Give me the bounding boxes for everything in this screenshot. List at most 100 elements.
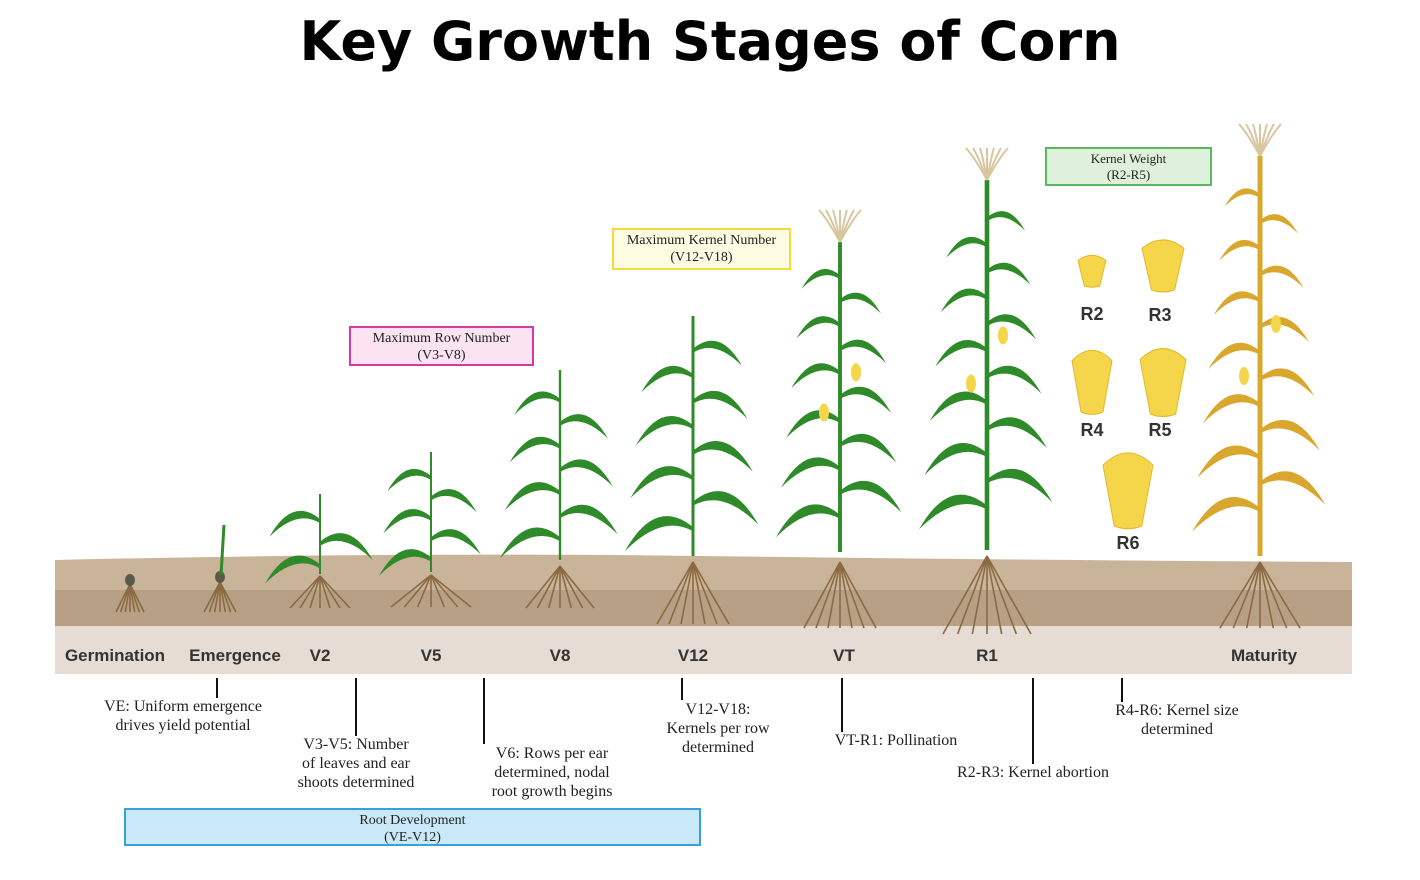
root-strand: [692, 561, 718, 625]
box-kernel-number-line2: (V12-V18): [670, 250, 733, 265]
roots-emergence: [203, 581, 237, 613]
box-maximum-row-number: Maximum Row Number (V3-V8): [349, 326, 534, 366]
corn-leaf: [431, 529, 481, 555]
corn-leaf: [987, 365, 1042, 394]
root-strand: [1232, 561, 1261, 629]
corn-leaf: [693, 441, 753, 472]
root-strand: [525, 565, 561, 609]
box-maximum-kernel-number: Maximum Kernel Number (V12-V18): [612, 228, 791, 270]
corn-leaf: [514, 391, 560, 415]
corn-leaf: [635, 415, 693, 446]
roots-germination: [115, 583, 145, 613]
roots-maturity: [1219, 561, 1301, 629]
box-row-number-line2: (V3-V8): [417, 348, 466, 363]
box-root-development-line2: (VE-V12): [384, 830, 441, 845]
note-v6: V6: Rows per ear determined, nodal root …: [466, 744, 638, 801]
corn-leaf: [987, 211, 1026, 231]
leader-ve: [216, 678, 218, 698]
corn-leaf: [840, 386, 892, 413]
root-strand: [1245, 561, 1261, 629]
root-strand: [986, 555, 1018, 635]
emergence-shoot: [219, 524, 226, 576]
note-v3v5-line1: V3-V5: Number: [303, 736, 409, 753]
corn-leaf: [500, 527, 560, 559]
corn-leaf: [693, 491, 759, 525]
corn-leaf: [987, 262, 1031, 285]
roots-v12: [656, 561, 730, 625]
root-strand: [1259, 561, 1301, 629]
corn-leaf: [781, 457, 840, 488]
corn-leaf: [840, 339, 887, 364]
corn-ear: [851, 363, 861, 382]
corn-leaf: [504, 482, 560, 511]
corn-leaf: [1202, 394, 1260, 424]
kernel-label-r6: R6: [1116, 533, 1140, 553]
stage-label-v5: V5: [420, 646, 442, 665]
note-v6-line1: V6: Rows per ear: [495, 745, 609, 762]
box-kernel-weight-line2: (R2-R5): [1106, 167, 1151, 182]
corn-leaf: [1197, 445, 1260, 478]
root-strand: [430, 574, 446, 608]
leader-v3v5: [355, 678, 357, 736]
root-strand: [319, 575, 351, 609]
corn-leaf: [379, 549, 431, 576]
plant-v8: [500, 370, 618, 560]
root-strand: [403, 574, 432, 608]
note-v12v18: V12-V18: Kernels per row determined: [642, 700, 794, 757]
corn-ear: [1239, 367, 1249, 385]
root-strand: [986, 555, 1003, 635]
corn-leaf: [946, 236, 987, 258]
corn-leaf: [431, 488, 477, 513]
root-strand: [680, 561, 694, 625]
root-strand: [986, 555, 1032, 635]
note-v3v5: V3-V5: Number of leaves and ear shoots d…: [270, 735, 442, 792]
corn-leaf: [840, 480, 902, 513]
root-strand: [416, 574, 432, 608]
plant-vt: [776, 209, 902, 552]
corn-leaf: [560, 414, 608, 439]
corn-leaf: [625, 516, 693, 551]
box-root-development: Root Development (VE-V12): [124, 808, 701, 846]
note-v12v18-line2: Kernels per row: [666, 720, 770, 737]
corn-leaf: [560, 504, 618, 535]
root-strand: [668, 561, 694, 625]
stage-label-germination: Germination: [64, 646, 166, 665]
corn-ear: [1271, 315, 1281, 333]
corn-leaf: [560, 459, 613, 487]
root-strand: [956, 555, 988, 635]
root-strand: [1219, 561, 1261, 629]
corn-leaf: [630, 466, 693, 499]
kernel-label-r3: R3: [1148, 305, 1172, 325]
plant-v5: [379, 452, 481, 576]
kernel-label-r4: R4: [1080, 420, 1104, 440]
kernel-r5: [1139, 348, 1187, 418]
root-strand: [815, 561, 841, 629]
plant-r1: [919, 147, 1053, 550]
corn-leaf: [1260, 316, 1309, 343]
corn-leaf: [840, 433, 897, 463]
kernel-r4: [1071, 349, 1113, 415]
leader-vtr1: [841, 678, 843, 732]
leader-r2r3: [1032, 678, 1034, 764]
corn-leaf: [987, 468, 1053, 503]
corn-ear: [998, 326, 1008, 345]
root-strand: [1259, 561, 1275, 629]
kernel-r3: [1141, 239, 1185, 293]
corn-leaf: [509, 436, 560, 463]
corn-leaf: [924, 443, 987, 476]
roots-r1: [942, 555, 1032, 635]
roots-v5: [390, 574, 472, 608]
corn-tassel: [839, 209, 862, 243]
box-kernel-weight-line1: Kernel Weight: [1090, 151, 1167, 166]
corn-leaf: [320, 533, 373, 561]
corn-leaf: [1213, 291, 1260, 315]
note-ve-line2: drives yield potential: [115, 717, 251, 734]
roots-vt: [803, 561, 877, 629]
corn-leaf: [1260, 471, 1326, 505]
note-v6-line2: determined, nodal: [494, 764, 610, 781]
root-strand: [839, 561, 877, 629]
corn-leaf: [1260, 265, 1304, 288]
corn-leaf: [801, 269, 840, 289]
kernel-r2: [1077, 254, 1107, 288]
stage-label-r1: R1: [976, 646, 998, 665]
